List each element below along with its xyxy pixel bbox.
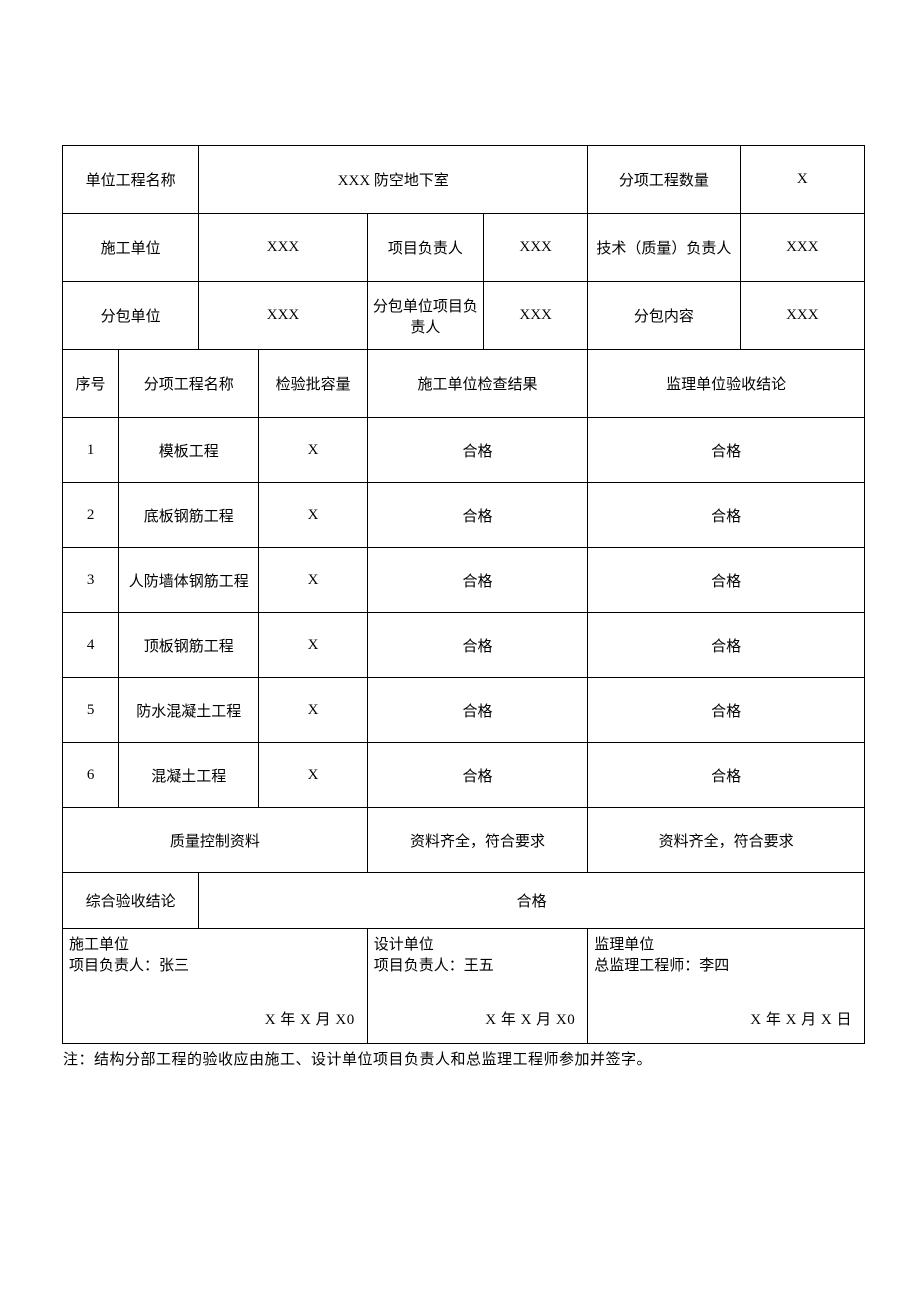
- signature-constructor: 施工单位 项目负责人：张三 X 年 X 月 X0: [63, 929, 368, 1044]
- cell-inspect: 合格: [367, 418, 588, 483]
- table-row: 6 混凝土工程 X 合格 合格: [63, 743, 865, 808]
- value-constructor: XXX: [199, 214, 367, 282]
- value-qc-supervise: 资料齐全，符合要求: [588, 808, 865, 873]
- cell-batch: X: [259, 613, 367, 678]
- cell-seq: 3: [63, 548, 119, 613]
- cell-supervise: 合格: [588, 483, 865, 548]
- table-row: 1 模板工程 X 合格 合格: [63, 418, 865, 483]
- sig-person: 总监理工程师：李四: [594, 954, 858, 975]
- value-tech-qc: XXX: [740, 214, 864, 282]
- cell-seq: 1: [63, 418, 119, 483]
- label-conclusion: 综合验收结论: [63, 873, 199, 929]
- cell-inspect: 合格: [367, 483, 588, 548]
- cell-seq: 4: [63, 613, 119, 678]
- value-conclusion: 合格: [199, 873, 865, 929]
- cell-name: 底板钢筋工程: [119, 483, 259, 548]
- label-pm: 项目负责人: [367, 214, 483, 282]
- cell-inspect: 合格: [367, 613, 588, 678]
- label-constructor: 施工单位: [63, 214, 199, 282]
- signature-supervisor: 监理单位 总监理工程师：李四 X 年 X 月 X 日: [588, 929, 865, 1044]
- cell-supervise: 合格: [588, 743, 865, 808]
- value-subcontractor: XXX: [199, 282, 367, 350]
- col-batch: 检验批容量: [259, 350, 367, 418]
- cell-supervise: 合格: [588, 678, 865, 743]
- cell-seq: 5: [63, 678, 119, 743]
- table-row: 2 底板钢筋工程 X 合格 合格: [63, 483, 865, 548]
- cell-name: 模板工程: [119, 418, 259, 483]
- label-subitem-count: 分项工程数量: [588, 146, 740, 214]
- value-qc-inspect: 资料齐全，符合要求: [367, 808, 588, 873]
- label-sub-pm: 分包单位项目负责人: [367, 282, 483, 350]
- cell-batch: X: [259, 548, 367, 613]
- cell-seq: 2: [63, 483, 119, 548]
- cell-supervise: 合格: [588, 418, 865, 483]
- cell-seq: 6: [63, 743, 119, 808]
- sig-person: 项目负责人：张三: [69, 954, 361, 975]
- sig-date: X 年 X 月 X0: [485, 1008, 575, 1029]
- signature-designer: 设计单位 项目负责人：王五 X 年 X 月 X0: [367, 929, 588, 1044]
- sig-role: 施工单位: [69, 933, 361, 954]
- label-unit-project: 单位工程名称: [63, 146, 199, 214]
- value-sub-content: XXX: [740, 282, 864, 350]
- label-sub-content: 分包内容: [588, 282, 740, 350]
- cell-inspect: 合格: [367, 548, 588, 613]
- cell-name: 混凝土工程: [119, 743, 259, 808]
- sig-role: 监理单位: [594, 933, 858, 954]
- value-pm: XXX: [484, 214, 588, 282]
- cell-inspect: 合格: [367, 678, 588, 743]
- acceptance-table: 单位工程名称 XXX 防空地下室 分项工程数量 X 施工单位 XXX 项目负责人…: [62, 145, 865, 1044]
- table-row: 3 人防墙体钢筋工程 X 合格 合格: [63, 548, 865, 613]
- value-unit-project: XXX 防空地下室: [199, 146, 588, 214]
- col-inspect: 施工单位检查结果: [367, 350, 588, 418]
- cell-batch: X: [259, 678, 367, 743]
- cell-name: 人防墙体钢筋工程: [119, 548, 259, 613]
- col-name: 分项工程名称: [119, 350, 259, 418]
- value-subitem-count: X: [740, 146, 864, 214]
- value-sub-pm: XXX: [484, 282, 588, 350]
- cell-batch: X: [259, 418, 367, 483]
- table-row: 5 防水混凝土工程 X 合格 合格: [63, 678, 865, 743]
- label-subcontractor: 分包单位: [63, 282, 199, 350]
- sig-date: X 年 X 月 X 日: [750, 1008, 852, 1029]
- sig-person: 项目负责人：王五: [374, 954, 582, 975]
- cell-supervise: 合格: [588, 548, 865, 613]
- footnote: 注：结构分部工程的验收应由施工、设计单位项目负责人和总监理工程师参加并签字。: [62, 1048, 865, 1069]
- sig-role: 设计单位: [374, 933, 582, 954]
- col-supervise: 监理单位验收结论: [588, 350, 865, 418]
- table-row: 4 顶板钢筋工程 X 合格 合格: [63, 613, 865, 678]
- sig-date: X 年 X 月 X0: [265, 1008, 355, 1029]
- col-seq: 序号: [63, 350, 119, 418]
- cell-inspect: 合格: [367, 743, 588, 808]
- cell-supervise: 合格: [588, 613, 865, 678]
- label-tech-qc: 技术（质量）负责人: [588, 214, 740, 282]
- cell-name: 防水混凝土工程: [119, 678, 259, 743]
- cell-name: 顶板钢筋工程: [119, 613, 259, 678]
- label-qc: 质量控制资料: [63, 808, 368, 873]
- cell-batch: X: [259, 743, 367, 808]
- cell-batch: X: [259, 483, 367, 548]
